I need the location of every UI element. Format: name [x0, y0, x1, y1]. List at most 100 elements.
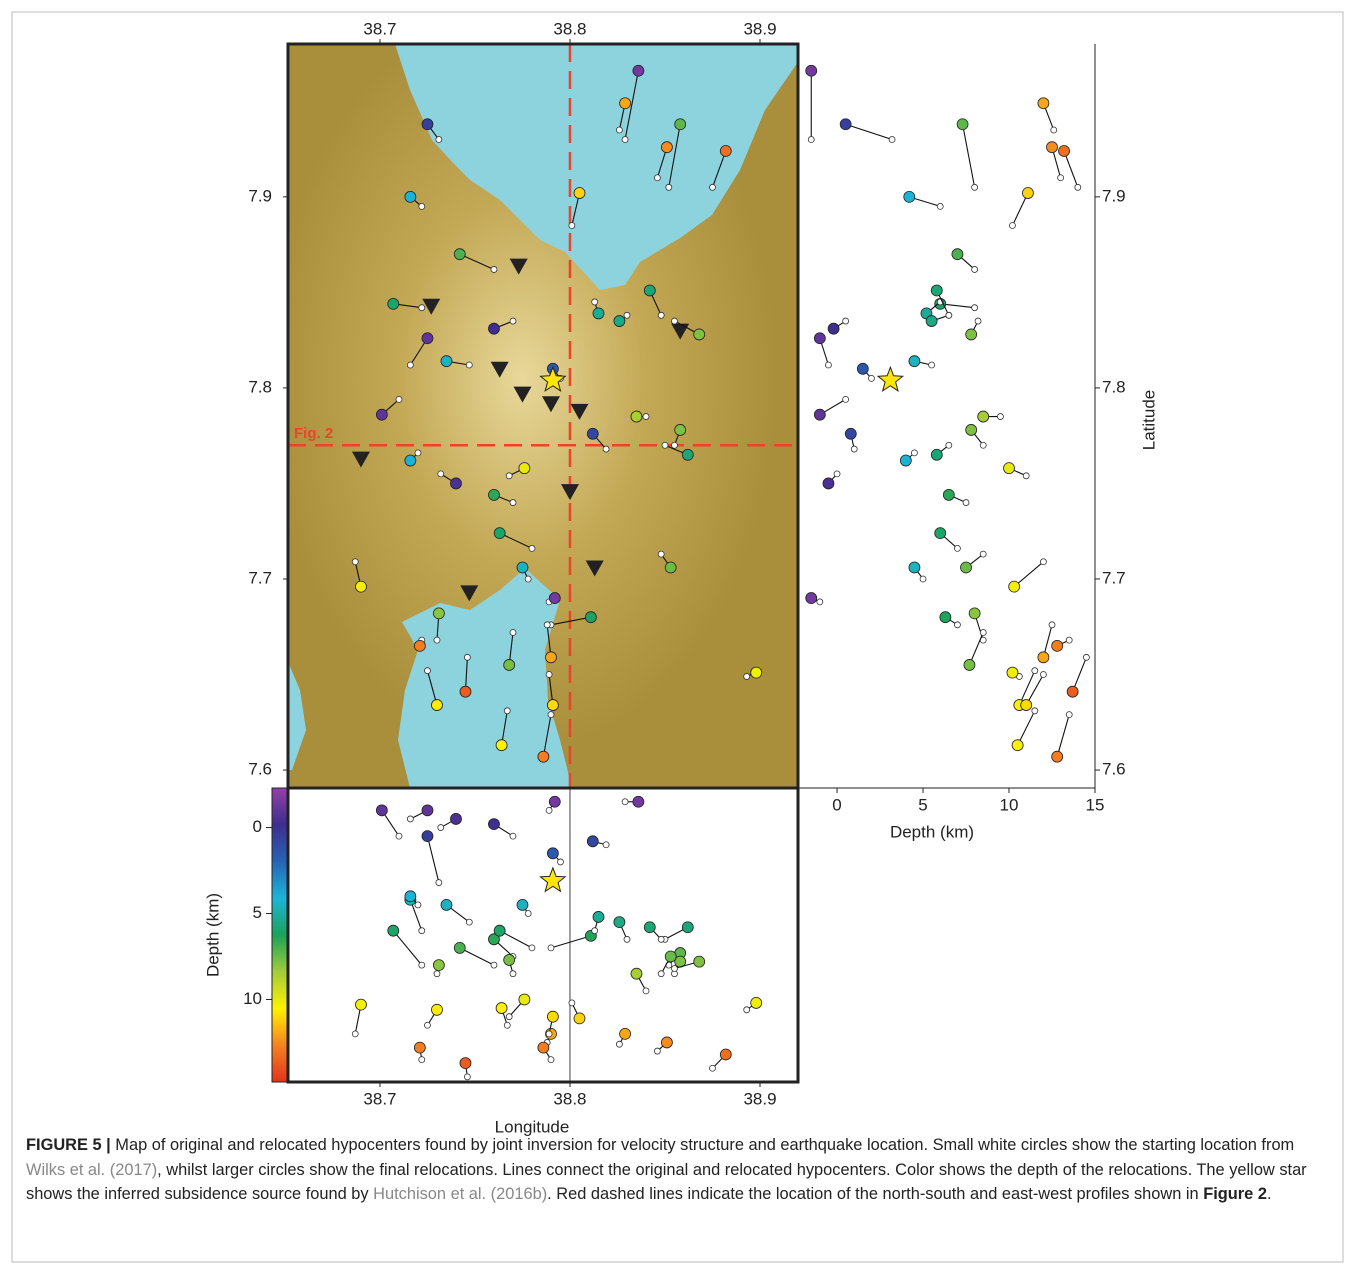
original-hypocenter [1023, 473, 1029, 479]
original-hypocenter [616, 127, 622, 133]
relocated-hypocenter [675, 424, 686, 435]
relocated-hypocenter [720, 1049, 731, 1060]
original-hypocenter [624, 936, 630, 942]
depth-tick-label: 0 [253, 817, 262, 836]
relocated-hypocenter [441, 356, 452, 367]
original-hypocenter [491, 266, 497, 272]
original-hypocenter [407, 362, 413, 368]
relocated-hypocenter [814, 333, 825, 344]
relocated-hypocenter [1007, 667, 1018, 678]
relocated-hypocenter [488, 489, 499, 500]
relocated-hypocenter [751, 997, 762, 1008]
relocated-hypocenter [431, 1004, 442, 1015]
y-tick-label: 7.8 [248, 377, 272, 396]
reference-link[interactable]: Wilks et al. (2017) [26, 1161, 157, 1179]
figure: Fig. 238.738.738.838.838.938.97.67.67.77… [0, 0, 1355, 1271]
original-hypocenter [1032, 668, 1038, 674]
caption: FIGURE 5 | Map of original and relocated… [26, 1133, 1331, 1207]
relocated-hypocenter [1012, 740, 1023, 751]
original-hypocenter [419, 1057, 425, 1063]
relocation-link [551, 936, 591, 948]
relocated-hypocenter [517, 899, 528, 910]
original-hypocenter [544, 622, 550, 628]
original-hypocenter [825, 362, 831, 368]
depth-tick-label: 5 [253, 903, 262, 922]
original-hypocenter [616, 1041, 622, 1047]
original-hypocenter [546, 672, 552, 678]
original-hypocenter [529, 945, 535, 951]
original-hypocenter [504, 1022, 510, 1028]
relocated-hypocenter [422, 805, 433, 816]
relocated-hypocenter [840, 119, 851, 130]
original-hypocenter [709, 184, 715, 190]
original-hypocenter [975, 318, 981, 324]
original-hypocenter [603, 842, 609, 848]
relocated-hypocenter [961, 562, 972, 573]
original-hypocenter [658, 936, 664, 942]
x-tick-label: 38.8 [553, 19, 586, 38]
relocation-link [393, 931, 422, 965]
y-axis-label: Latitude [1139, 390, 1158, 451]
original-hypocenter [929, 362, 935, 368]
original-hypocenter [980, 551, 986, 557]
relocated-hypocenter [549, 593, 560, 604]
original-hypocenter [525, 911, 531, 917]
original-hypocenter [1051, 127, 1057, 133]
original-hypocenter [510, 629, 516, 635]
caption-text: Map of original and relocated hypocenter… [115, 1136, 1294, 1154]
depth-axis-label: Depth (km) [203, 893, 222, 977]
relocated-hypocenter [966, 329, 977, 340]
original-hypocenter [744, 1007, 750, 1013]
original-hypocenter [557, 859, 563, 865]
original-hypocenter [510, 318, 516, 324]
relocated-hypocenter [376, 409, 387, 420]
original-hypocenter [980, 442, 986, 448]
original-hypocenter [424, 1022, 430, 1028]
original-hypocenter [671, 442, 677, 448]
original-hypocenter [662, 442, 668, 448]
relocated-hypocenter [909, 562, 920, 573]
relocated-hypocenter [909, 356, 920, 367]
relocated-hypocenter [1067, 686, 1078, 697]
relocated-hypocenter [574, 188, 585, 199]
relocated-hypocenter [496, 1003, 507, 1014]
original-hypocenter [592, 928, 598, 934]
relocated-hypocenter [405, 455, 416, 466]
relocated-hypocenter [720, 145, 731, 156]
original-hypocenter [419, 962, 425, 968]
relocated-hypocenter [633, 796, 644, 807]
relocated-hypocenter [431, 700, 442, 711]
original-hypocenter [671, 318, 677, 324]
original-hypocenter [954, 622, 960, 628]
relocated-hypocenter [978, 411, 989, 422]
relocated-hypocenter [644, 285, 655, 296]
original-hypocenter [424, 668, 430, 674]
reference-link[interactable]: Hutchison et al. (2016b) [373, 1185, 547, 1203]
original-hypocenter [817, 599, 823, 605]
relocated-hypocenter [517, 562, 528, 573]
relocated-hypocenter [496, 740, 507, 751]
relocated-hypocenter [1052, 751, 1063, 762]
original-hypocenter [603, 446, 609, 452]
original-hypocenter [436, 137, 442, 143]
original-hypocenter [643, 414, 649, 420]
relocated-hypocenter [614, 917, 625, 928]
relocated-hypocenter [943, 489, 954, 500]
original-hypocenter [622, 137, 628, 143]
original-hypocenter [843, 396, 849, 402]
original-hypocenter [510, 833, 516, 839]
relocated-hypocenter [454, 942, 465, 953]
figure-link[interactable]: Figure 2 [1203, 1185, 1267, 1203]
relocated-hypocenter [433, 608, 444, 619]
relocated-hypocenter [931, 285, 942, 296]
x-tick-label: 38.7 [363, 1089, 396, 1108]
original-hypocenter [643, 988, 649, 994]
original-hypocenter [464, 1074, 470, 1080]
y-tick-label: 7.9 [248, 186, 272, 205]
map-background [288, 44, 798, 788]
relocated-hypocenter [633, 65, 644, 76]
relocated-hypocenter [460, 1058, 471, 1069]
caption-text: . [1267, 1185, 1272, 1203]
original-hypocenter [1066, 637, 1072, 643]
relocated-hypocenter [1038, 652, 1049, 663]
